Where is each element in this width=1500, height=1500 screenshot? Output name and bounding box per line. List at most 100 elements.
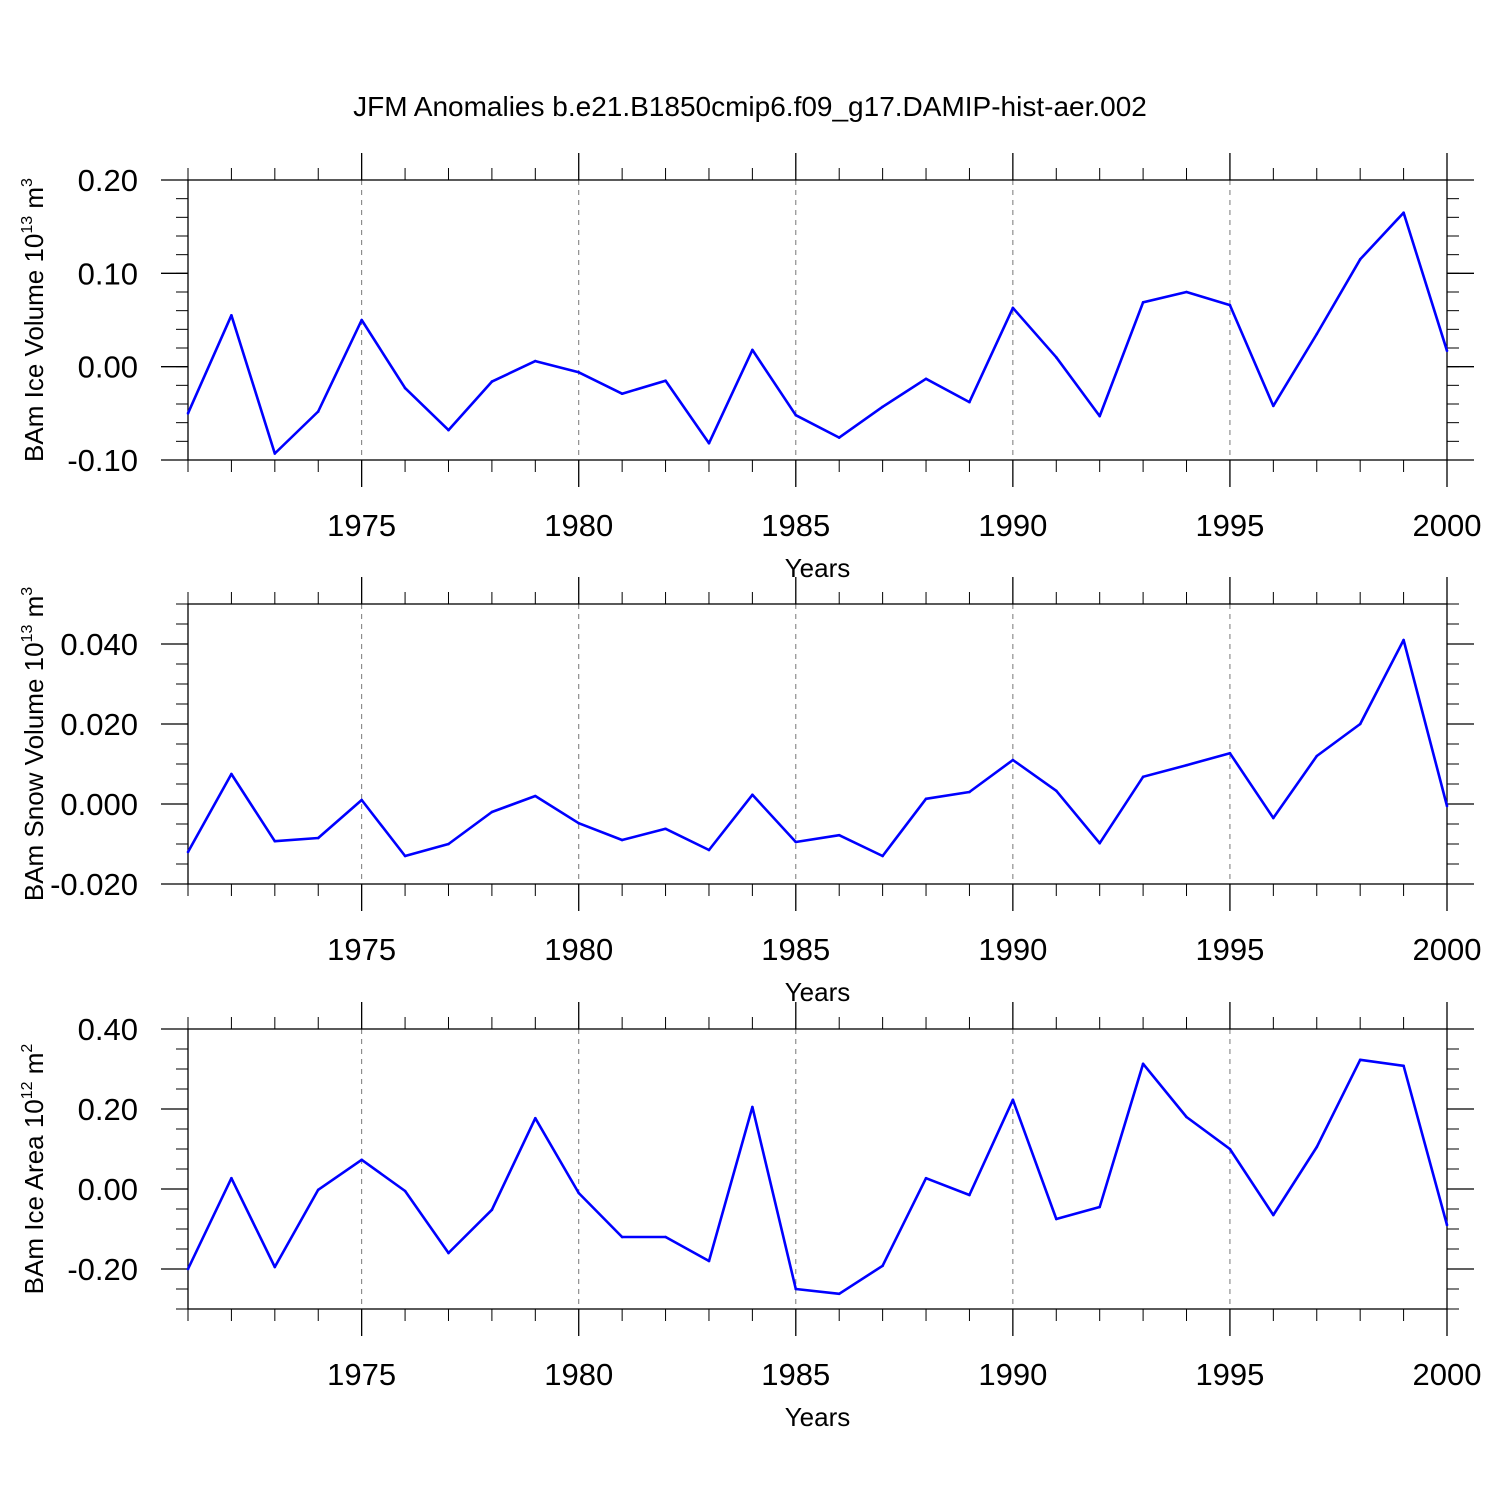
- data-point: [1272, 816, 1275, 820]
- x-axis-title: Years: [785, 977, 851, 1007]
- y-axis-title-text: m: [19, 187, 49, 216]
- data-point: [1054, 789, 1058, 793]
- data-point: [881, 1264, 884, 1268]
- data-point: [1445, 349, 1449, 353]
- x-tick-label: 1990: [978, 508, 1047, 543]
- x-tick-label: 1995: [1195, 932, 1264, 967]
- y-axis-title: BAm Ice Area 1012 m2: [19, 1044, 49, 1295]
- data-point: [1011, 758, 1015, 762]
- y-axis-title-text: m: [19, 596, 49, 625]
- y-axis-title-superscript: 12: [19, 1081, 36, 1099]
- data-series-line: [186, 1058, 1449, 1296]
- data-point: [273, 839, 277, 843]
- y-tick-label: 0.00: [78, 1172, 138, 1207]
- x-tick-label: 1995: [1195, 508, 1264, 543]
- figure-title: JFM Anomalies b.e21.B1850cmip6.f09_g17.D…: [353, 91, 1147, 122]
- data-point: [534, 359, 537, 363]
- data-point: [620, 838, 624, 842]
- y-axis-title-text: m: [19, 1053, 49, 1082]
- data-point: [230, 772, 233, 776]
- y-axis-title: BAm Ice Volume 1013 m3: [19, 178, 49, 462]
- data-point: [707, 1259, 711, 1263]
- data-point: [360, 798, 363, 802]
- data-point: [490, 380, 494, 383]
- data-point: [664, 379, 667, 382]
- data-point: [490, 810, 494, 814]
- data-point: [837, 436, 841, 439]
- x-tick-label: 1975: [327, 1357, 396, 1392]
- x-axis-title: Years: [785, 553, 851, 583]
- data-point: [273, 452, 277, 455]
- data-point: [794, 840, 798, 844]
- data-point: [1358, 722, 1362, 726]
- data-point: [1098, 841, 1101, 845]
- y-axis-title-superscript: 13: [19, 216, 36, 234]
- data-point: [968, 400, 971, 404]
- data-point: [1011, 1098, 1015, 1102]
- data-point: [447, 1251, 450, 1255]
- y-axis-title-superscript: 3: [19, 178, 36, 187]
- data-point: [1185, 290, 1188, 294]
- data-point: [403, 1189, 407, 1193]
- plot-frame: [187, 179, 1448, 461]
- x-tick-label: 1985: [761, 508, 830, 543]
- data-point: [794, 413, 798, 417]
- data-point: [1402, 638, 1405, 642]
- panels: -0.10 0.00 0.10 0.20 1975 1980 1985 1990 1995 200…: [19, 153, 1481, 1432]
- x-tick-label: 1990: [978, 932, 1047, 967]
- plot-frame: [187, 1028, 1448, 1310]
- data-point: [490, 1208, 494, 1212]
- x-axis-title: Years: [785, 1402, 851, 1432]
- y-tick-label: 0.040: [60, 627, 138, 662]
- data-point: [1228, 1147, 1232, 1151]
- data-point: [186, 850, 190, 854]
- data-point: [577, 1191, 581, 1195]
- chart-panel-1: -0.10 0.00 0.10 0.20 1975 1980 1985 1990 1995 200…: [19, 153, 1481, 583]
- x-tick-label: 1990: [978, 1357, 1047, 1392]
- data-point: [620, 1235, 624, 1239]
- data-point: [1272, 1213, 1275, 1217]
- data-point: [273, 1265, 277, 1269]
- y-axis-title-superscript: 2: [19, 1044, 36, 1053]
- data-point: [534, 794, 537, 798]
- data-point: [837, 1292, 841, 1296]
- data-point: [751, 793, 754, 797]
- chart-panel-2: -0.020 0.000 0.020 0.040 1975 1980 1985 1990 199…: [19, 577, 1481, 1007]
- data-point: [403, 854, 407, 858]
- data-point: [707, 441, 711, 445]
- y-tick-label: -0.10: [67, 443, 138, 478]
- x-tick-label: 2000: [1413, 508, 1482, 543]
- y-axis-title: BAm Snow Volume 1013 m3: [19, 587, 49, 901]
- data-point: [316, 1188, 320, 1192]
- data-point: [1141, 775, 1145, 779]
- data-point: [664, 1235, 667, 1239]
- data-point: [577, 370, 581, 374]
- data-point: [1358, 258, 1362, 261]
- y-tick-label: -0.20: [67, 1252, 138, 1287]
- data-point: [1011, 306, 1015, 310]
- data-point: [968, 1193, 971, 1197]
- y-tick-label: 0.020: [60, 707, 138, 742]
- data-point: [1402, 211, 1405, 214]
- x-tick-label: 1975: [327, 932, 396, 967]
- x-tick-label: 1995: [1195, 1357, 1264, 1392]
- y-tick-label: 0.20: [78, 1092, 138, 1127]
- x-tick-label: 2000: [1413, 1357, 1482, 1392]
- data-point: [1185, 763, 1188, 767]
- data-point: [403, 386, 407, 390]
- data-point: [577, 821, 581, 825]
- y-tick-label: 0.00: [78, 350, 138, 385]
- data-point: [924, 797, 928, 801]
- y-tick-label: 0.10: [78, 256, 138, 291]
- data-point: [1098, 414, 1101, 418]
- data-point: [1228, 751, 1232, 755]
- data-point: [1228, 303, 1232, 307]
- data-point: [1141, 1062, 1145, 1066]
- y-tick-label: 0.20: [78, 163, 138, 198]
- data-point: [1098, 1205, 1101, 1209]
- data-point: [360, 1158, 363, 1162]
- x-tick-label: 2000: [1413, 932, 1482, 967]
- data-series-line: [186, 211, 1449, 455]
- data-point: [1358, 1058, 1362, 1062]
- y-tick-label: 0.40: [78, 1012, 138, 1047]
